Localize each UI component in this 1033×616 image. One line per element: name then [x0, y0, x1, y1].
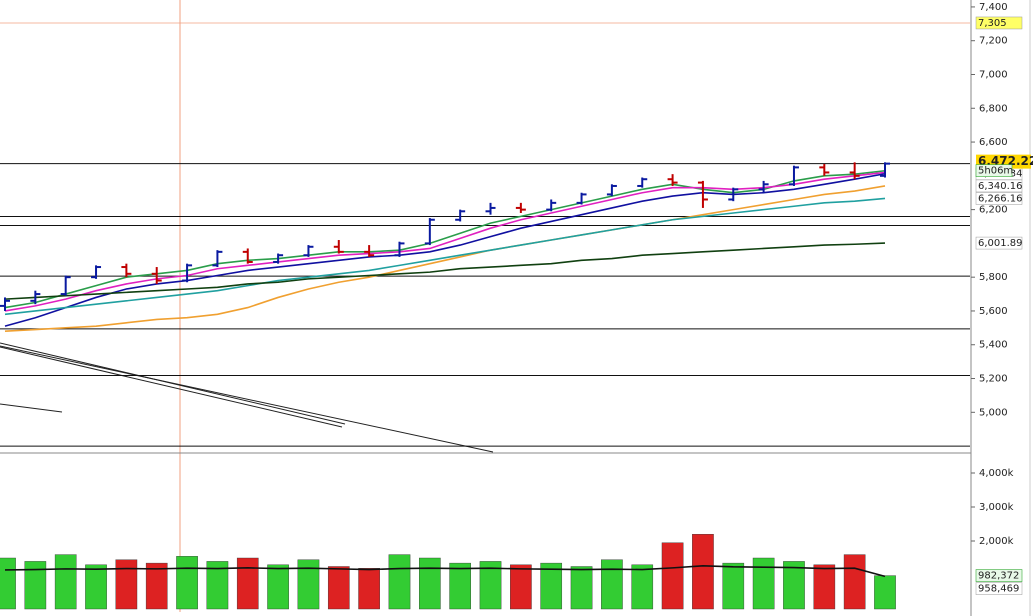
volume-bar — [115, 559, 138, 610]
volume-bar — [176, 556, 198, 610]
level-label-box — [975, 16, 1023, 30]
y-tick-label: 7,000 — [979, 69, 1008, 80]
volume-bar — [236, 557, 259, 610]
countdown-box — [975, 164, 1013, 177]
y-tick-label: 5,200 — [979, 374, 1008, 385]
volume-bar — [813, 564, 836, 610]
volume-label: 982,372 — [978, 571, 1019, 582]
moving-average — [4, 171, 886, 312]
trend-line — [0, 403, 63, 413]
moving-average — [4, 172, 886, 327]
volume-bar — [540, 562, 563, 610]
last-value-label-box — [975, 179, 1023, 193]
volume-bar — [570, 566, 593, 610]
y-tick-label: 6,600 — [979, 137, 1008, 148]
volume-bar — [661, 542, 684, 610]
volume-bar — [388, 554, 411, 610]
y-tick-label: 5,400 — [979, 340, 1008, 351]
last-value-label-box — [975, 192, 1023, 205]
volume-bar — [783, 561, 805, 610]
volume-bar — [510, 564, 532, 610]
volume-bar — [206, 561, 229, 610]
last-value-label: 6,266.16 — [978, 193, 1023, 204]
volume-bar — [0, 557, 16, 610]
volume-bar — [419, 557, 441, 610]
last-value-label-box — [975, 236, 1023, 250]
y-tick-label: 4,000k — [979, 468, 1014, 479]
volume-bar — [601, 559, 623, 610]
y-tick-label: 6,200 — [979, 205, 1008, 216]
volume-bar — [145, 562, 168, 610]
volume-average — [4, 565, 886, 578]
y-tick-label: 5,600 — [979, 306, 1008, 317]
volume-bar — [752, 557, 775, 610]
volume-bar — [297, 559, 320, 610]
volume-bar — [843, 554, 866, 610]
volume-bar — [874, 575, 896, 610]
y-tick-label: 5,800 — [979, 272, 1008, 283]
y-tick-label: 3,000k — [979, 502, 1014, 513]
y-tick-label: 6,800 — [979, 103, 1008, 114]
moving-average — [4, 185, 886, 333]
last-value-label: 6,340.16 — [978, 181, 1023, 192]
moving-average — [4, 242, 886, 300]
y-tick-label: 7,200 — [979, 36, 1008, 47]
volume-bar — [358, 568, 380, 610]
volume-label-box — [975, 569, 1023, 582]
volume-bar — [631, 564, 654, 610]
volume-bar — [692, 533, 714, 610]
volume-average-label: 958,469 — [978, 584, 1019, 595]
volume-bar — [54, 554, 77, 610]
trend-line — [0, 346, 343, 428]
y-tick-label: 2,000k — [979, 536, 1014, 547]
countdown: 5h06m — [978, 166, 1013, 177]
y-tick-label: 7,400 — [979, 2, 1008, 13]
trend-line — [0, 345, 494, 453]
volume-average-label-box — [975, 582, 1023, 595]
volume-bar — [449, 562, 471, 610]
moving-average — [4, 197, 886, 316]
volume-bar — [479, 561, 502, 610]
volume-bar — [24, 561, 47, 610]
moving-average — [4, 169, 886, 309]
volume-bar — [722, 562, 745, 610]
level-label: 7,305 — [978, 18, 1007, 29]
last-value-label: 6,001.89 — [978, 238, 1023, 249]
volume-bar — [327, 566, 350, 610]
y-tick-label: 5,000 — [979, 407, 1008, 418]
volume-bar — [85, 564, 107, 610]
volume-bar — [267, 564, 289, 610]
